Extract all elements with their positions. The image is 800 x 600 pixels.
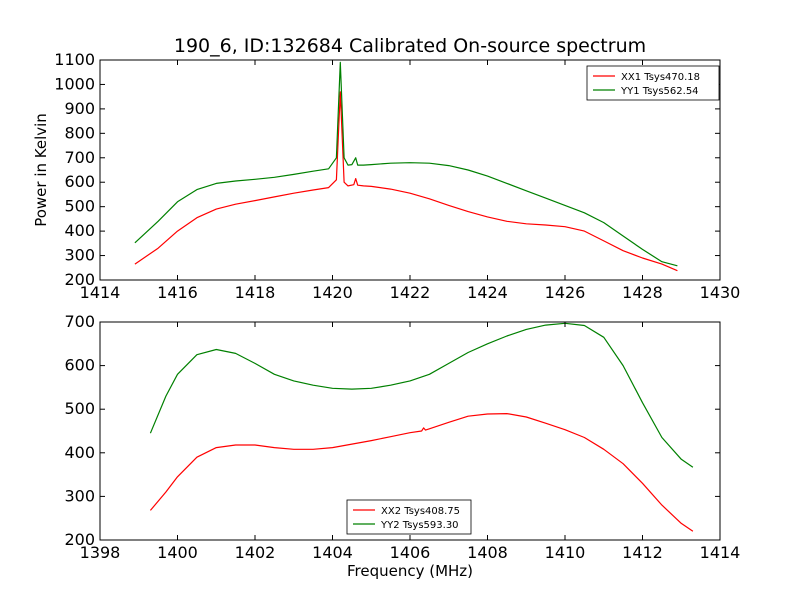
y-tick-label: 1100 [54, 50, 95, 69]
y-tick-label: 600 [64, 356, 95, 375]
series-line-2-1 [149, 413, 694, 532]
x-tick-label: 1412 [622, 543, 663, 562]
y-tick-label: 400 [64, 443, 95, 462]
series-line-2-2 [149, 322, 694, 468]
y-tick-label: 200 [64, 270, 95, 289]
legend: XX2 Tsys408.75 YY2 Tsys593.30 [346, 499, 472, 535]
legend-box [586, 65, 720, 101]
x-tick-label: 1428 [622, 283, 663, 302]
chart-title: 190_6, ID:132684 Calibrated On-source sp… [174, 35, 646, 57]
x-tick-label: 1400 [157, 543, 198, 562]
y-tick-label: 600 [64, 172, 95, 191]
y-tick-label: 700 [64, 148, 95, 167]
y-tick-label: 1000 [54, 74, 95, 93]
y-tick-label: 300 [64, 246, 95, 265]
x-tick-label: 1408 [467, 543, 508, 562]
x-tick-label: 1414 [80, 283, 121, 302]
legend-label: XX2 Tsys408.75 [381, 506, 460, 517]
chart-panel-1: 1414 1416 1418 1420 1422 1424 1426 1428 1430 200 3… [32, 35, 740, 302]
chart-panel-2: 1398 1400 1402 1404 1406 1408 1410 1412 1414 200 3… [64, 312, 740, 580]
y-axis-label: Power in Kelvin [32, 113, 50, 227]
legend: XX1 Tsys470.18 YY1 Tsys562.54 [586, 65, 720, 101]
series-line-1-2 [134, 61, 678, 267]
y-tick-label: 400 [64, 221, 95, 240]
x-tick-label: 1426 [545, 283, 586, 302]
x-tick-label: 1414 [700, 543, 741, 562]
legend-box [346, 499, 472, 535]
y-tick-label: 500 [64, 197, 95, 216]
legend-label: XX1 Tsys470.18 [621, 72, 700, 83]
y-tick-label: 300 [64, 486, 95, 505]
x-tick-label: 1418 [235, 283, 276, 302]
x-tick-label: 1406 [390, 543, 431, 562]
x-axis-label: Frequency (MHz) [347, 562, 473, 580]
x-tick-label: 1410 [545, 543, 586, 562]
y-tick-label: 200 [64, 530, 95, 549]
legend-label: YY1 Tsys562.54 [620, 86, 699, 97]
legend-label: YY2 Tsys593.30 [380, 520, 459, 531]
x-tick-label: 1404 [312, 543, 353, 562]
x-tick-label: 1420 [312, 283, 353, 302]
x-tick-label: 1402 [235, 543, 276, 562]
x-tick-label: 1424 [467, 283, 508, 302]
charts-group: 1414 1416 1418 1420 1422 1424 1426 1428 1430 200 3… [32, 35, 740, 580]
y-tick-label: 800 [64, 123, 95, 142]
series-line-1-1 [134, 91, 678, 272]
x-tick-label: 1416 [157, 283, 198, 302]
x-tick-label: 1398 [80, 543, 121, 562]
x-tick-label: 1430 [700, 283, 741, 302]
y-tick-label: 700 [64, 312, 95, 331]
x-tick-label: 1422 [390, 283, 431, 302]
y-tick-label: 500 [64, 399, 95, 418]
y-tick-label: 900 [64, 99, 95, 118]
